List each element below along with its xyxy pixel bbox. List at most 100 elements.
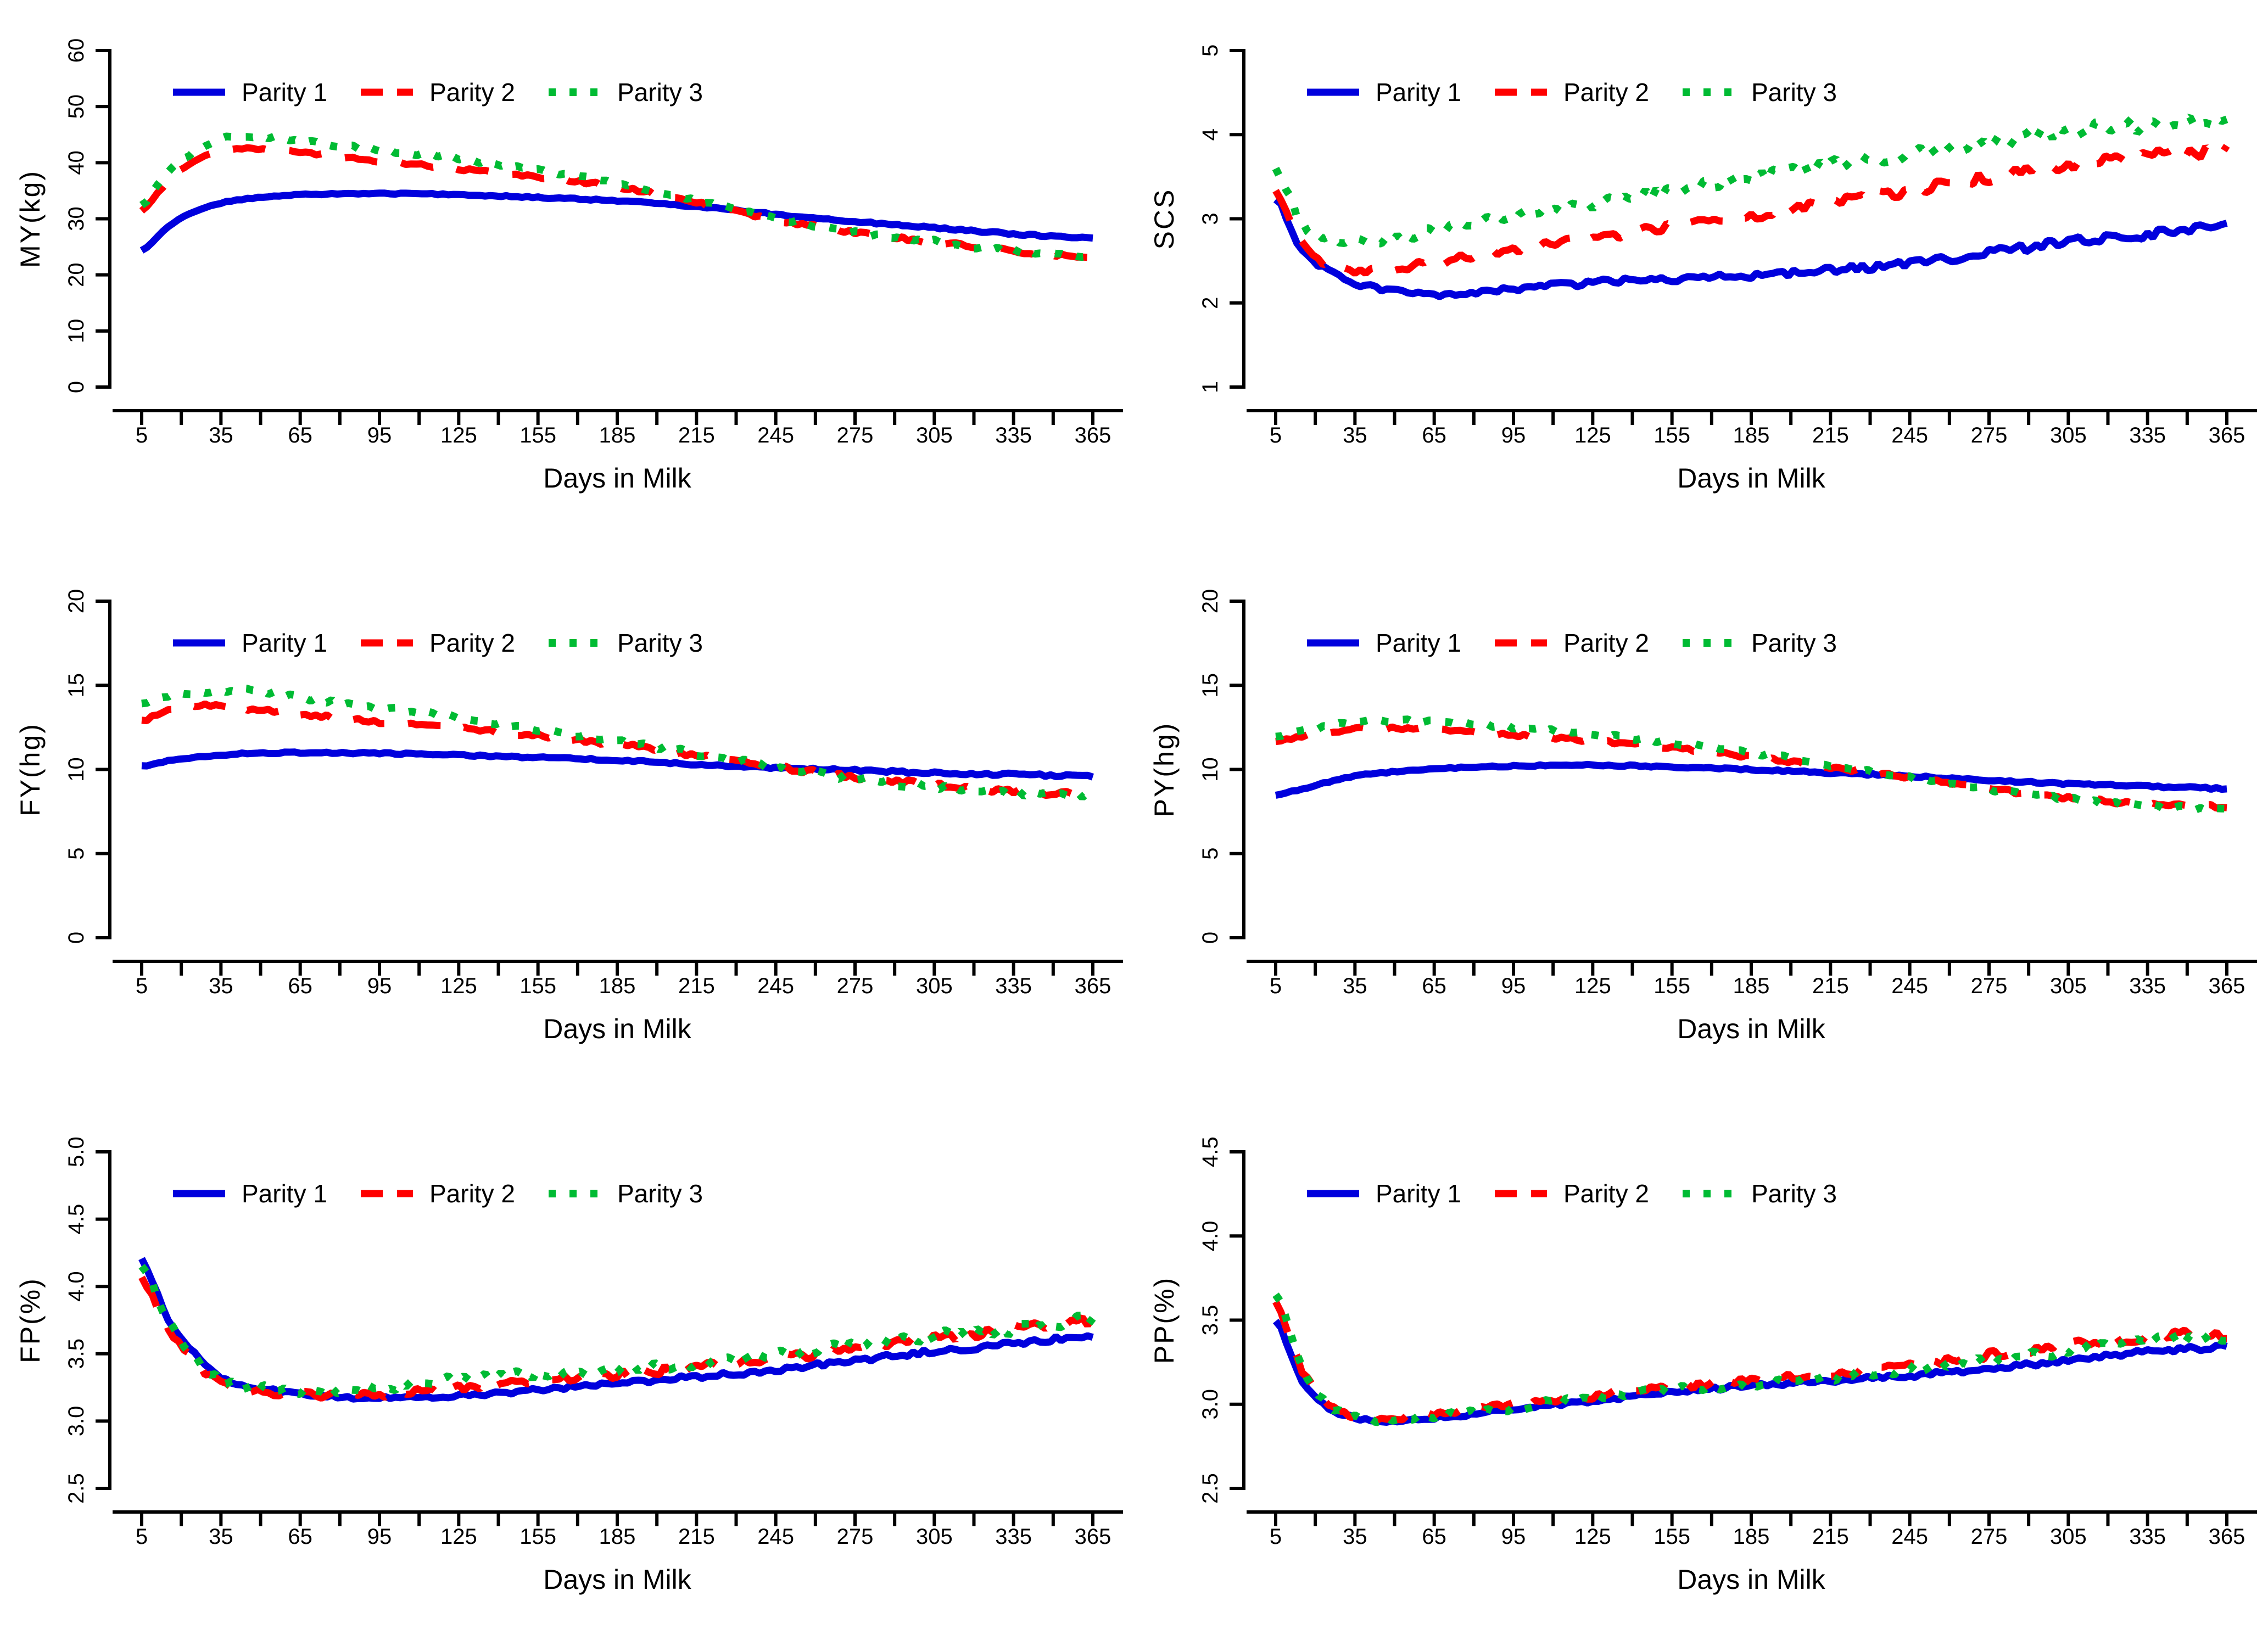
series-parity-3 [141, 684, 1096, 800]
x-tick-label: 245 [757, 974, 794, 998]
x-axis-title: Days in Milk [1677, 463, 1825, 494]
x-tick-label: 155 [519, 423, 556, 447]
x-tick-label: 245 [757, 423, 794, 447]
y-tick-label: 4.5 [1198, 1136, 1222, 1167]
x-tick-label: 65 [288, 1525, 312, 1549]
legend-label: Parity 2 [429, 78, 515, 107]
series-parity-1 [1275, 760, 2227, 799]
y-tick-label: 40 [64, 150, 88, 175]
x-tick-label: 95 [367, 974, 392, 998]
x-tick-label: 5 [1270, 974, 1282, 998]
chart-fy-svg: 0 5 10 15 20 5 35 65 95 125 155 185 215 245 275 305 335 3… [15, 589, 1123, 1044]
series-parity-3 [1272, 114, 2228, 249]
y-axis-title: FY(hg) [15, 723, 46, 816]
x-tick-label: 65 [1422, 423, 1446, 447]
x-tick-label: 335 [2129, 974, 2166, 998]
y-tick-label: 4.0 [1198, 1220, 1222, 1251]
y-tick-label: 20 [1198, 589, 1222, 614]
x-tick-label: 65 [288, 423, 312, 447]
x-tick-label: 215 [678, 1525, 715, 1549]
y-tick-label: 3.0 [1198, 1389, 1222, 1420]
y-axis-title: FP(%) [15, 1277, 46, 1363]
y-tick-label: 5.0 [64, 1136, 88, 1167]
x-tick-label: 155 [519, 1525, 556, 1549]
y-axis-title: SCS [1149, 188, 1180, 250]
legend-label: Parity 2 [1563, 78, 1649, 107]
legend-label: Parity 1 [1376, 78, 1461, 107]
y-tick-label: 4.5 [64, 1204, 88, 1235]
x-tick-label: 305 [2050, 974, 2087, 998]
x-tick-label: 245 [1891, 1525, 1928, 1549]
legend-label: Parity 2 [429, 629, 515, 657]
x-tick-label: 365 [2209, 974, 2245, 998]
legend-label: Parity 1 [1376, 1179, 1461, 1208]
x-tick-label: 125 [440, 423, 477, 447]
x-tick-label: 155 [519, 974, 556, 998]
x-tick-label: 215 [1812, 1525, 1849, 1549]
series-parity-3 [139, 132, 1094, 262]
y-tick-label: 2.5 [64, 1473, 88, 1504]
x-tick-label: 155 [1653, 974, 1690, 998]
x-tick-label: 305 [916, 1525, 953, 1549]
x-tick-label: 215 [1812, 974, 1849, 998]
legend-label: Parity 1 [242, 629, 327, 657]
x-tick-label: 125 [1574, 423, 1611, 447]
legend-label: Parity 3 [617, 78, 703, 107]
y-tick-label: 5 [1198, 848, 1222, 860]
series-parity-1 [141, 748, 1094, 781]
x-tick-label: 155 [1653, 1525, 1690, 1549]
x-tick-label: 275 [837, 423, 874, 447]
x-tick-label: 95 [367, 423, 392, 447]
x-tick-label: 125 [1574, 1525, 1611, 1549]
y-axis-title: PP(%) [1149, 1276, 1180, 1364]
x-tick-label: 5 [136, 1525, 148, 1549]
chart-pp-svg: 2.5 3.0 3.5 4.0 4.5 5 35 65 95 125 155 185 215 245 275… [1149, 1136, 2257, 1595]
x-tick-label: 65 [1422, 974, 1446, 998]
series-parity-2 [138, 1275, 1096, 1402]
x-tick-label: 245 [1891, 974, 1928, 998]
x-tick-label: 335 [995, 423, 1032, 447]
x-tick-label: 155 [1653, 423, 1690, 447]
legend-label: Parity 2 [429, 1179, 515, 1208]
x-tick-label: 275 [1971, 423, 2008, 447]
y-tick-label: 2.5 [1198, 1473, 1222, 1504]
panel-fy: 0 5 10 15 20 5 35 65 95 125 155 185 215 245 275 305 335 3… [0, 551, 1134, 1101]
x-tick-label: 215 [678, 974, 715, 998]
chart-fp-svg: 2.5 3.0 3.5 4.0 4.5 5.0 5 35 65 95 125 155 185 215 245… [15, 1136, 1123, 1595]
series-parity-1 [1272, 1319, 2228, 1426]
y-tick-label: 50 [64, 94, 88, 119]
x-tick-label: 95 [367, 1525, 392, 1549]
y-tick-label: 10 [64, 757, 88, 782]
y-tick-label: 0 [64, 381, 88, 393]
y-tick-label: 30 [64, 206, 88, 231]
x-tick-label: 215 [1812, 423, 1849, 447]
chart-my-svg: 0 10 20 30 40 50 60 5 35 65 95 125 155 185 215 245 275 30… [15, 38, 1123, 494]
x-tick-label: 365 [1075, 974, 1111, 998]
x-tick-label: 305 [916, 974, 953, 998]
x-tick-label: 5 [136, 423, 148, 447]
legend-label: Parity 1 [242, 78, 327, 107]
x-tick-label: 5 [1270, 423, 1282, 447]
x-tick-label: 305 [2050, 423, 2087, 447]
x-tick-label: 245 [1891, 423, 1928, 447]
x-tick-label: 95 [1501, 423, 1526, 447]
panel-fp: 2.5 3.0 3.5 4.0 4.5 5.0 5 35 65 95 125 155 185 215 245… [0, 1101, 1134, 1652]
x-axis-title: Days in Milk [543, 463, 691, 494]
x-tick-label: 365 [1075, 1525, 1111, 1549]
x-tick-label: 95 [1501, 1525, 1526, 1549]
x-tick-label: 335 [2129, 423, 2166, 447]
y-tick-label: 4 [1198, 128, 1222, 141]
x-tick-label: 95 [1501, 974, 1526, 998]
legend-label: Parity 3 [617, 629, 703, 657]
y-tick-label: 2 [1198, 297, 1222, 309]
x-tick-label: 5 [136, 974, 148, 998]
series-parity-3 [1272, 1292, 2227, 1426]
x-tick-label: 125 [1574, 974, 1611, 998]
y-tick-label: 1 [1198, 381, 1222, 393]
y-tick-label: 60 [64, 38, 88, 63]
x-tick-label: 335 [995, 974, 1032, 998]
y-tick-label: 15 [64, 673, 88, 698]
y-tick-label: 10 [1198, 757, 1222, 782]
series-parity-2 [1272, 143, 2230, 277]
x-tick-label: 35 [1343, 974, 1367, 998]
